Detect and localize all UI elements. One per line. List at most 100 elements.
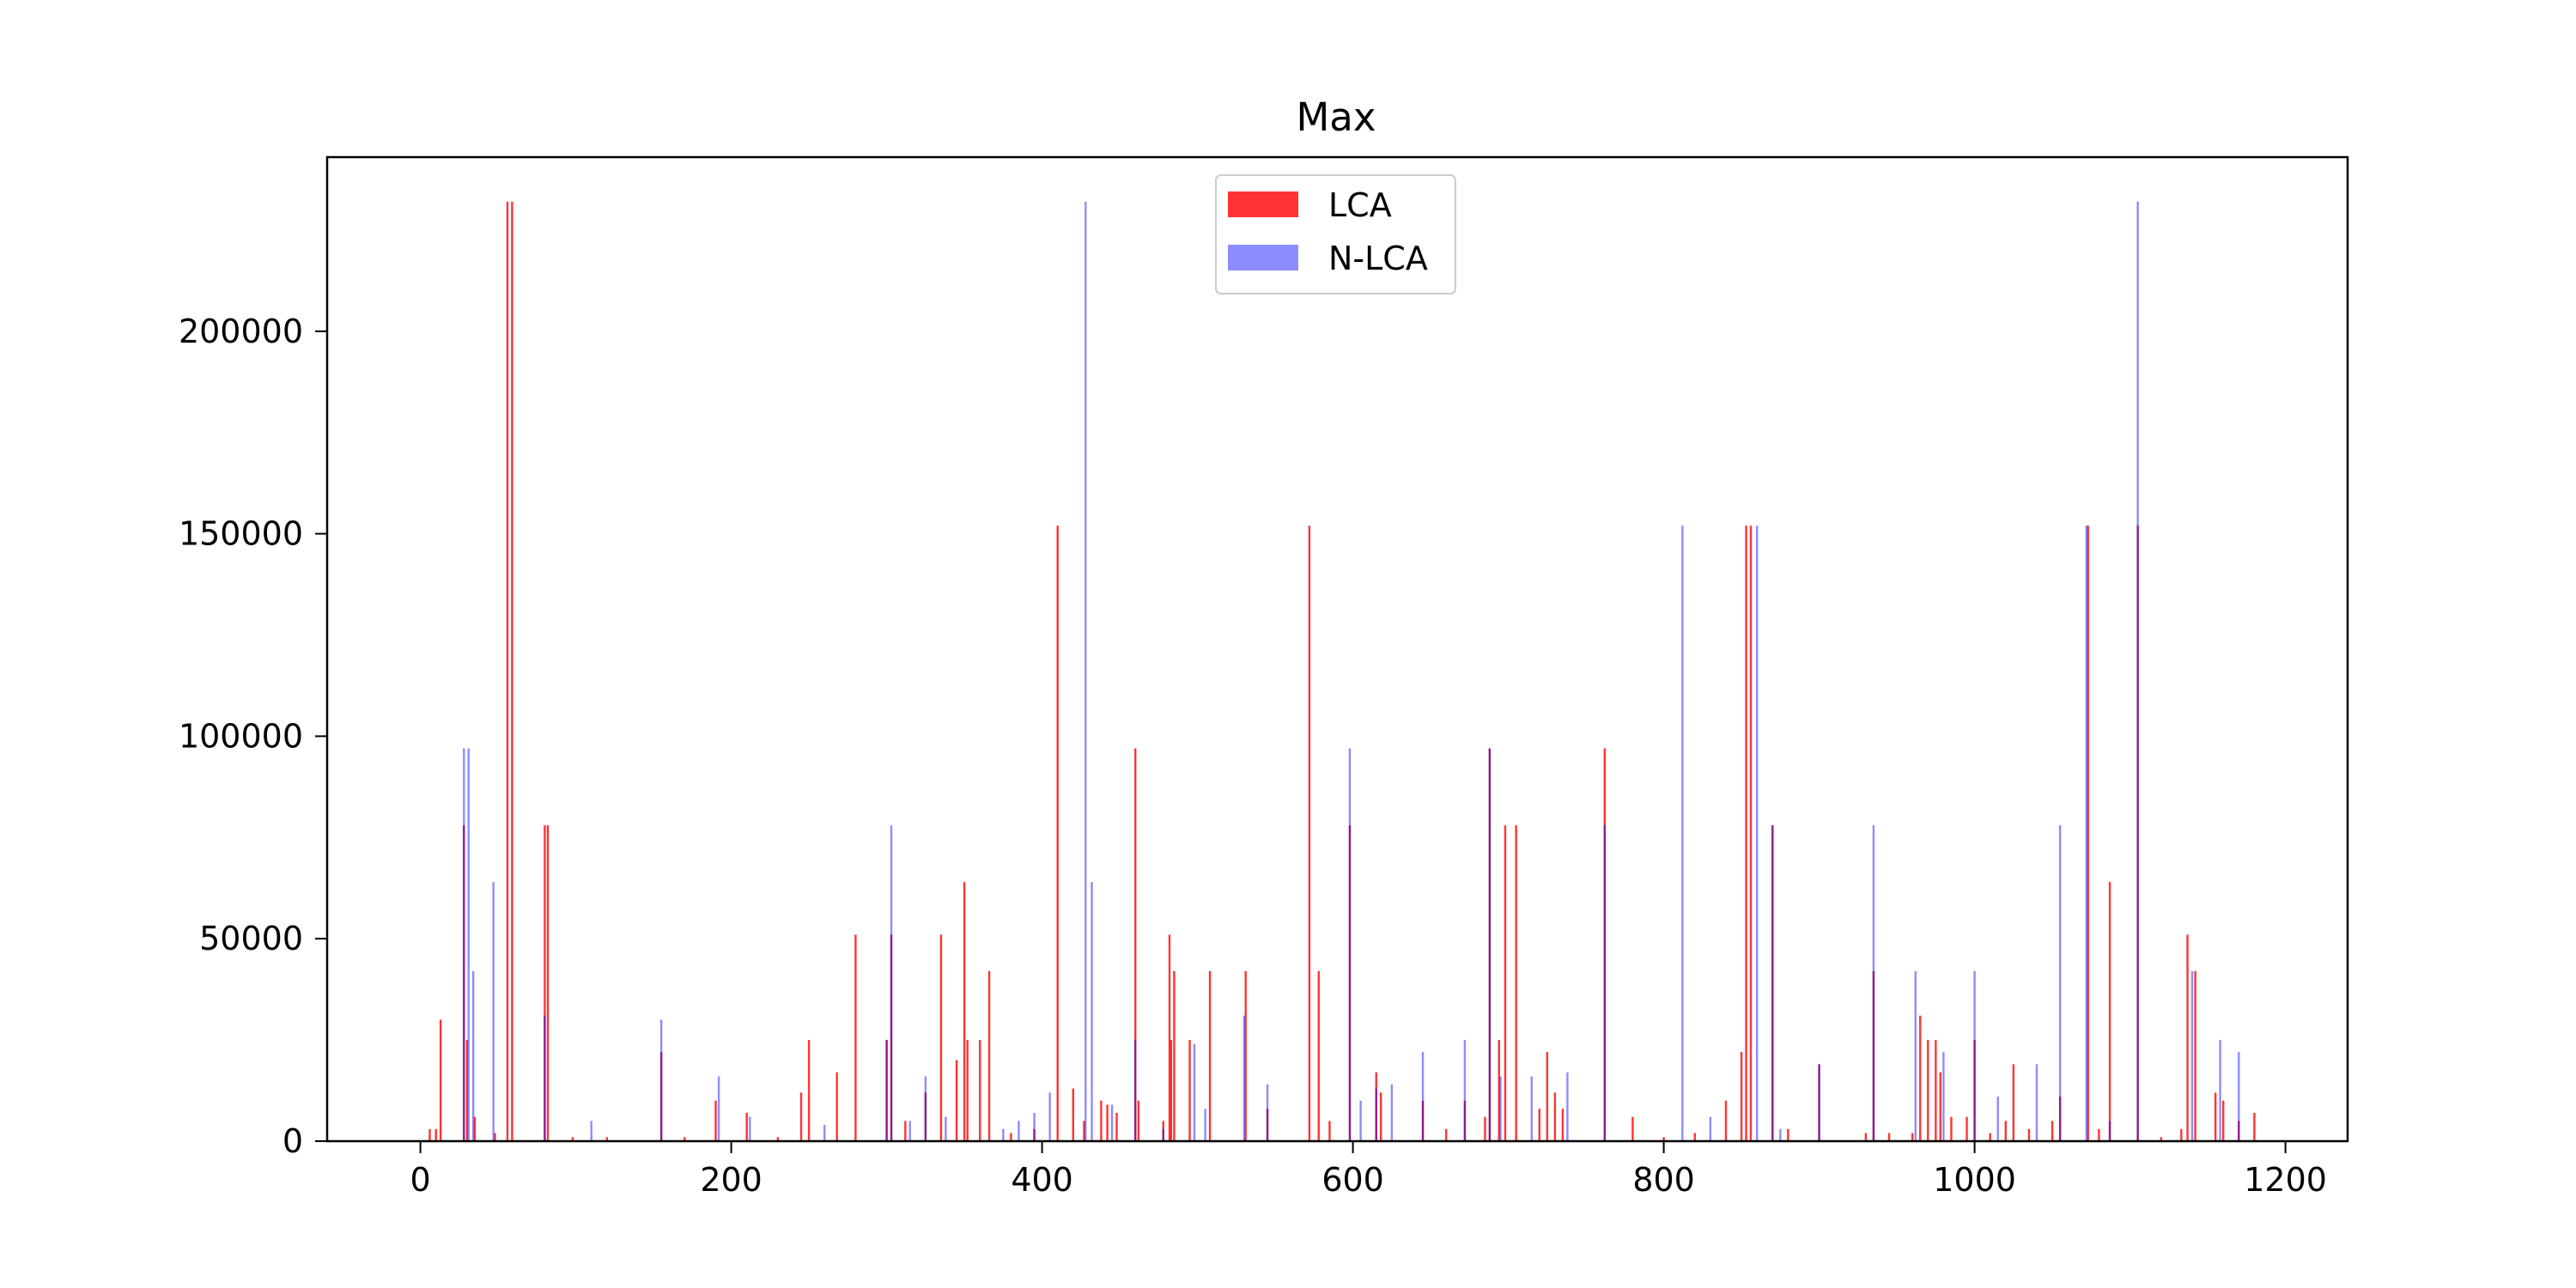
bar [1989,1133,1991,1141]
plot-frame [325,155,2349,1143]
bar [2238,1052,2240,1141]
bar [1359,1100,1362,1141]
bar [659,1019,663,1141]
bar [945,1116,947,1141]
bar [2058,825,2062,1141]
x-tick-label: 600 [1321,1161,1384,1199]
bar [1083,1121,1085,1141]
bar [1488,748,1492,1141]
series-n-lca [463,201,2240,1141]
bar [2160,1137,2162,1141]
bar [1115,1112,1118,1141]
bar [473,1116,477,1141]
bar [1709,1116,1712,1141]
bar [1631,1116,1634,1141]
bar [1498,1040,1500,1141]
bar [908,1121,911,1141]
bar [1973,970,1976,1141]
bar [1244,970,1247,1141]
bar [1515,825,1517,1141]
bar [885,1040,888,1141]
x-tick-label: 1200 [2244,1161,2327,1199]
bar [1463,1040,1467,1141]
bar [492,882,495,1141]
bar [1018,1121,1020,1141]
y-axis: 0 50000 100000 150000 200000 [179,313,327,1160]
bar [546,825,550,1141]
bar [1950,1116,1953,1141]
bar [2190,970,2194,1141]
bar [1390,1084,1394,1141]
bar [1168,934,1171,1141]
bar [463,825,465,1141]
bar [1724,1100,1728,1141]
bar [1162,1128,1164,1141]
bar [1566,1072,1569,1141]
bar [1106,1104,1109,1141]
bar [1779,1128,1782,1141]
bar [1421,1052,1425,1141]
bar [1463,1100,1467,1141]
legend-label-lca: LCA [1328,186,1392,224]
legend-label-n-lca: N-LCA [1328,240,1428,277]
bar [890,825,893,1141]
bar [1914,970,1917,1141]
legend-swatch-lca [1228,191,1298,217]
bar [683,1137,686,1141]
bar [2180,1128,2183,1141]
bar [1756,526,1759,1141]
bar [1553,1092,1557,1141]
bar [1538,1109,1540,1141]
bar [544,1015,546,1141]
bar [890,934,893,1141]
bar [2098,1128,2100,1141]
bar [1193,1043,1196,1141]
bar [1033,1128,1036,1141]
bar [745,1112,748,1141]
x-axis: 0 200 400 600 800 1000 1200 [410,1141,2327,1199]
y-tick-label: 50000 [199,920,303,957]
bar [2186,934,2189,1141]
bar [1266,1084,1269,1141]
bar [904,1121,907,1141]
bar [2238,1121,2240,1141]
bar [1693,1133,1696,1141]
bar [2035,1064,2038,1141]
bar [1818,1064,1820,1141]
bar [2058,1097,2062,1141]
bar [955,1060,958,1141]
bar [1942,1052,1945,1141]
bar [1056,526,1059,1141]
bar [714,1100,717,1141]
bar [1173,970,1176,1141]
bar [1348,825,1352,1141]
bar [835,1072,838,1141]
bar [1002,1128,1005,1141]
bar [439,1019,442,1141]
y-tick-label: 150000 [179,515,303,553]
bar [1740,1052,1743,1141]
bar [1787,1128,1789,1141]
bar [717,1076,720,1141]
y-tick-label: 0 [283,1122,303,1160]
bar [1204,1109,1206,1141]
bar [471,970,475,1141]
x-tick-label: 0 [410,1161,431,1199]
bar [1561,1109,1564,1141]
y-tick-label: 100000 [179,717,303,755]
bar [2222,1100,2225,1141]
x-tick-label: 800 [1632,1161,1695,1199]
bar [1499,1076,1502,1141]
bar [1072,1088,1074,1141]
bar [1242,1015,1246,1141]
bar [1771,825,1774,1141]
bar [924,1092,927,1141]
bar [1530,1076,1533,1141]
bar [1927,1040,1929,1141]
bar [506,201,509,1141]
bar [2136,526,2139,1141]
bar [1379,1092,1382,1141]
bar [1033,1112,1036,1141]
bar [2085,526,2088,1141]
bar [807,1040,811,1141]
